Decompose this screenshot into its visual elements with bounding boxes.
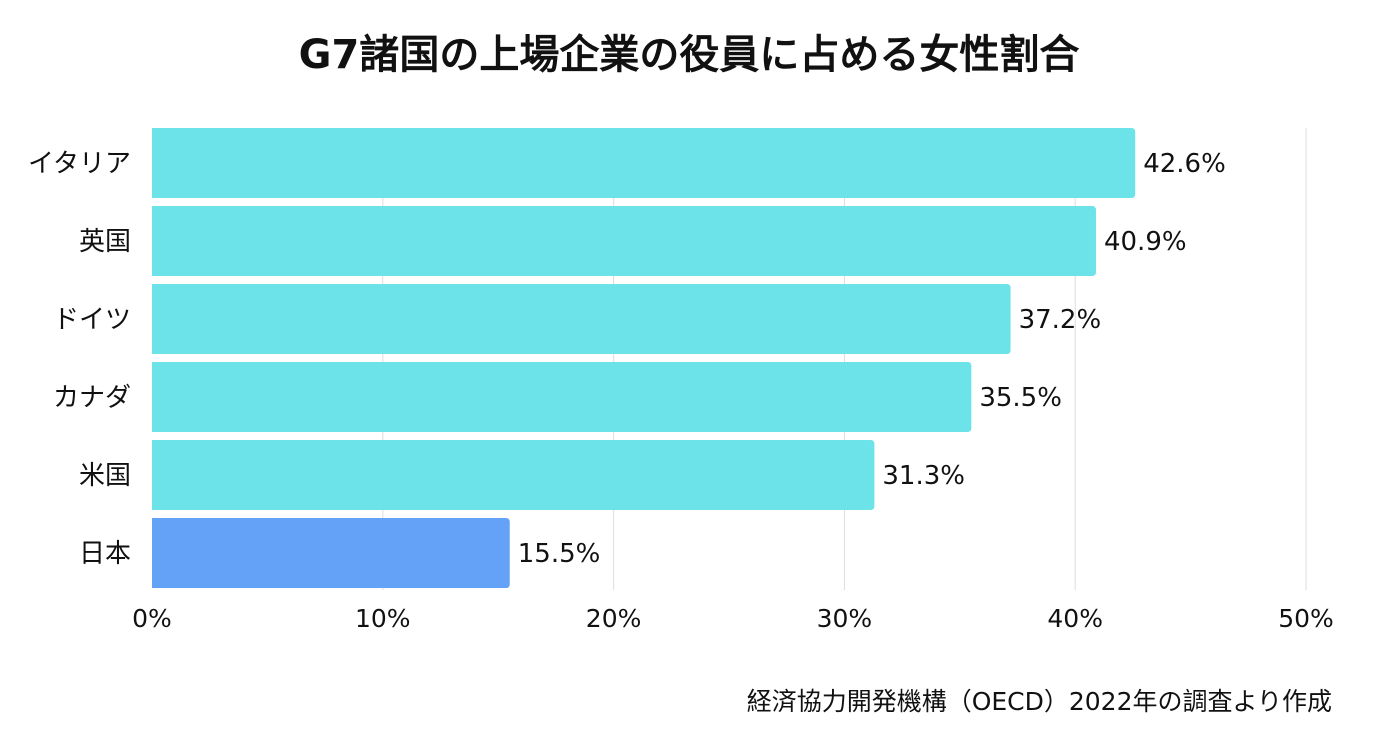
data-label: 31.3% xyxy=(882,461,965,491)
chart-title: G7諸国の上場企業の役員に占める女性割合 xyxy=(298,32,1080,78)
x-tick-label: 50% xyxy=(1278,604,1334,633)
category-label: イタリア xyxy=(28,149,131,179)
x-tick-label: 20% xyxy=(586,604,642,633)
data-label: 42.6% xyxy=(1143,149,1226,179)
data-label: 35.5% xyxy=(979,383,1062,413)
bar xyxy=(152,518,510,588)
bar xyxy=(152,362,972,432)
category-label: ドイツ xyxy=(53,305,131,335)
x-tick-label: 0% xyxy=(132,604,172,633)
category-label: 日本 xyxy=(79,539,131,569)
source-note: 経済協力開発機構（OECD）2022年の調査より作成 xyxy=(746,687,1332,716)
data-label: 37.2% xyxy=(1019,305,1102,335)
bar xyxy=(152,284,1011,354)
category-label: 米国 xyxy=(79,461,131,491)
x-tick-label: 40% xyxy=(1047,604,1103,633)
category-label: 英国 xyxy=(79,227,131,257)
data-label: 40.9% xyxy=(1104,227,1187,257)
x-tick-label: 10% xyxy=(355,604,411,633)
data-label: 15.5% xyxy=(518,539,601,569)
bar xyxy=(152,440,875,510)
bar xyxy=(152,128,1136,198)
x-tick-label: 30% xyxy=(817,604,873,633)
bar xyxy=(152,206,1096,276)
category-label: カナダ xyxy=(53,383,131,413)
